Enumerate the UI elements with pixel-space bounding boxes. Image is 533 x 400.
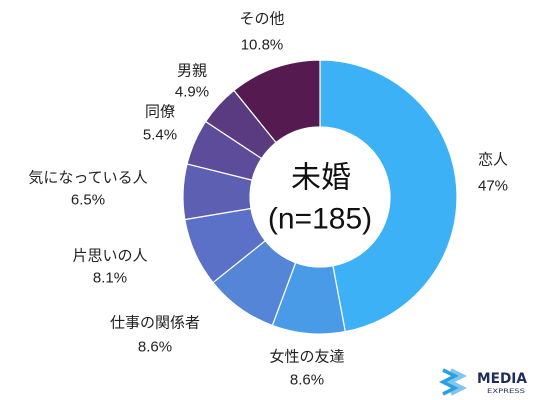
slice-value-label: 5.4% bbox=[143, 127, 177, 144]
center-label: 未婚 bbox=[291, 162, 351, 195]
center-sublabel: (n=185) bbox=[268, 203, 372, 236]
slice-category-label: 男親 bbox=[177, 63, 207, 80]
logo-tagline: EXPRESS bbox=[487, 388, 525, 395]
slice-category-label: 恋人 bbox=[478, 151, 508, 169]
slice-label-2: 女性の友達 8.6% bbox=[269, 348, 344, 389]
slice-label-3: 仕事の関係者 8.6% bbox=[110, 315, 200, 356]
slice-value-label: 4.9% bbox=[175, 84, 209, 101]
slice-label-5: 気になっている人 6.5% bbox=[28, 170, 147, 209]
slice-label-8: その他 10.8% bbox=[239, 11, 284, 54]
donut-slice-1 bbox=[319, 59, 458, 333]
slice-value-label: 8.6% bbox=[290, 372, 324, 389]
slice-category-label: 片思いの人 bbox=[72, 248, 147, 265]
donut-slices bbox=[182, 59, 458, 335]
slice-value-label: 8.1% bbox=[93, 270, 127, 287]
slice-category-label: 女性の友達 bbox=[269, 348, 344, 366]
slice-value-label: 10.8% bbox=[241, 37, 284, 54]
donut-slice-8 bbox=[233, 59, 321, 144]
slice-category-label: 仕事の関係者 bbox=[110, 315, 200, 332]
slice-label-1: 恋人 47% bbox=[478, 151, 508, 195]
slice-value-label: 47% bbox=[478, 178, 508, 195]
media-express-logo: MEDIA EXPRESS bbox=[439, 368, 527, 396]
slice-label-7: 男親 4.9% bbox=[175, 63, 209, 101]
slice-value-label: 8.6% bbox=[138, 339, 172, 356]
chevron-stripes-icon bbox=[439, 368, 467, 396]
slice-label-6: 同僚 5.4% bbox=[143, 104, 177, 144]
slice-label-4: 片思いの人 8.1% bbox=[72, 248, 147, 287]
slice-category-label: その他 bbox=[239, 11, 284, 28]
logo-wordmark: MEDIA bbox=[477, 371, 527, 387]
slice-value-label: 6.5% bbox=[71, 192, 105, 209]
slice-category-label: 同僚 bbox=[145, 104, 175, 121]
slice-category-label: 気になっている人 bbox=[28, 170, 147, 187]
